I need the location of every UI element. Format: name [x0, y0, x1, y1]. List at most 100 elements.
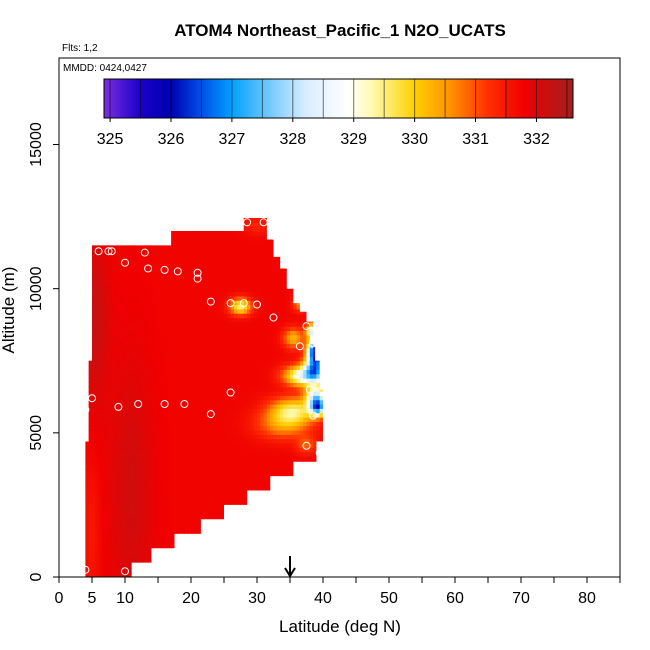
heatmap-cell-2491: [177, 334, 182, 340]
heatmap-cell-856: [115, 503, 119, 509]
heatmap-cell-33: [85, 429, 86, 435]
heatmap-cell-370: [95, 425, 100, 431]
heatmap-cell-141: [85, 326, 90, 332]
heatmap-cell-1267: [131, 542, 136, 548]
heatmap-cell-1578: [141, 287, 146, 293]
heatmap-cell-2865: [194, 533, 199, 539]
heatmap-cell-996: [118, 261, 123, 267]
heatmap-cell-1374: [134, 442, 139, 448]
heatmap-cell-3677: [224, 291, 228, 297]
heatmap-cell-4854: [270, 287, 275, 293]
heatmap-cell-3877: [233, 516, 238, 522]
heatmap-cell-3111: [204, 559, 209, 565]
heatmap-cell-4665: [263, 378, 268, 383]
heatmap-cell-3951: [237, 559, 242, 565]
heatmap-cell-803: [111, 369, 116, 375]
heatmap-cell-388: [95, 347, 100, 353]
heatmap-cell-2206: [167, 477, 172, 483]
heatmap-cell-4711: [266, 542, 271, 548]
heatmap-cell-4117: [243, 568, 248, 574]
heatmap-cell-790: [111, 425, 116, 431]
heatmap-cell-1521: [141, 533, 146, 539]
heatmap-cell-3056: [200, 434, 205, 440]
heatmap-cell-2382: [174, 442, 179, 448]
heatmap-cell-2693: [187, 551, 192, 556]
heatmap-cell-1027: [121, 490, 126, 496]
heatmap-cell-3015: [197, 248, 202, 254]
heatmap-cell-2770: [187, 218, 192, 223]
heatmap-cell-1452: [138, 468, 143, 474]
heatmap-cell-4139: [243, 473, 248, 479]
heatmap-cell-4695: [263, 248, 268, 254]
heatmap-cell-565: [101, 308, 106, 314]
heatmap-cell-4287: [250, 559, 255, 565]
heatmap-cell-1979: [158, 369, 162, 375]
heatmap-cell-3605: [220, 239, 225, 245]
heatmap-cell-1760: [148, 226, 152, 232]
heatmap-cell-2567: [181, 369, 185, 375]
heatmap-cell-4837: [270, 360, 275, 366]
heatmap-cell-2114: [164, 512, 169, 518]
heatmap-cell-4983: [276, 455, 281, 461]
heatmap-cell-4725: [266, 481, 271, 487]
heatmap-cell-49: [85, 360, 86, 366]
heatmap-cell-930: [118, 546, 123, 552]
heatmap-cell-554: [101, 356, 106, 362]
heatmap-cell-4990: [276, 425, 281, 431]
heatmap-cell-1371: [134, 455, 139, 461]
heatmap-cell-854: [115, 512, 119, 518]
heatmap-cell-272: [92, 486, 96, 492]
heatmap-cell-4402: [253, 425, 258, 431]
heatmap-cell-4232: [247, 434, 251, 440]
heatmap-cell-495: [98, 248, 103, 254]
heatmap-cell-372: [95, 416, 100, 422]
heatmap-cell-4347: [250, 300, 255, 306]
heatmap-cell-2427: [174, 248, 179, 254]
heatmap-cell-3237: [207, 378, 212, 383]
heatmap-cell-492: [98, 261, 103, 267]
heatmap-cell-3893: [233, 447, 238, 453]
heatmap-cell-4011: [237, 300, 242, 306]
heatmap-cell-4054: [240, 477, 245, 483]
heatmap-cell-703: [108, 438, 113, 444]
heatmap-cell-1359: [134, 507, 139, 513]
heatmap-cell-2968: [197, 451, 202, 457]
heatmap-cell-1287: [131, 455, 136, 461]
heatmap-cell-4904: [273, 434, 278, 440]
heatmap-cell-2819: [191, 369, 195, 375]
heatmap-cell-1432: [138, 555, 143, 561]
heatmap-cell-1307: [131, 369, 136, 375]
heatmap-cell-3835: [230, 334, 235, 340]
heatmap-cell-4653: [263, 429, 268, 435]
heatmap-cell-4660: [263, 399, 268, 405]
heatmap-cell-3399: [214, 404, 218, 409]
heatmap-cell-1603: [144, 542, 149, 548]
heatmap-cell-2829: [191, 326, 195, 332]
heatmap-cell-787: [111, 438, 116, 444]
heatmap-cell-2465: [177, 447, 182, 453]
heatmap-cell-4600: [260, 295, 265, 301]
heatmap-cell-999: [118, 248, 123, 254]
heatmap-cell-1659: [144, 300, 149, 306]
heatmap-cell-1033: [121, 464, 126, 470]
heatmap-cell-4251: [247, 352, 251, 358]
heatmap-cell-3193: [207, 568, 212, 574]
heatmap-cell-4357: [250, 256, 255, 262]
heatmap-cell-4618: [260, 218, 265, 223]
heatmap-cell-3209: [207, 499, 212, 505]
heatmap-cell-2348: [171, 226, 176, 232]
heatmap-cell-4405: [253, 412, 258, 418]
heatmap-cell-3731: [227, 421, 232, 427]
heatmap-cell-636: [105, 365, 110, 370]
heatmap-cell-1312: [131, 347, 136, 353]
heatmap-cell-1468: [138, 399, 143, 405]
heatmap-cell-3280: [210, 555, 215, 561]
heatmap-cell-1450: [138, 477, 143, 483]
heatmap-cell-2030: [161, 512, 166, 518]
heatmap-cell-2900: [194, 382, 199, 388]
heatmap-cell-3604: [220, 243, 225, 249]
heatmap-cell-4715: [266, 525, 271, 531]
heatmap-cell-2197: [167, 516, 172, 522]
heatmap-cell-1317: [131, 326, 136, 332]
heatmap-cell-2470: [177, 425, 182, 431]
